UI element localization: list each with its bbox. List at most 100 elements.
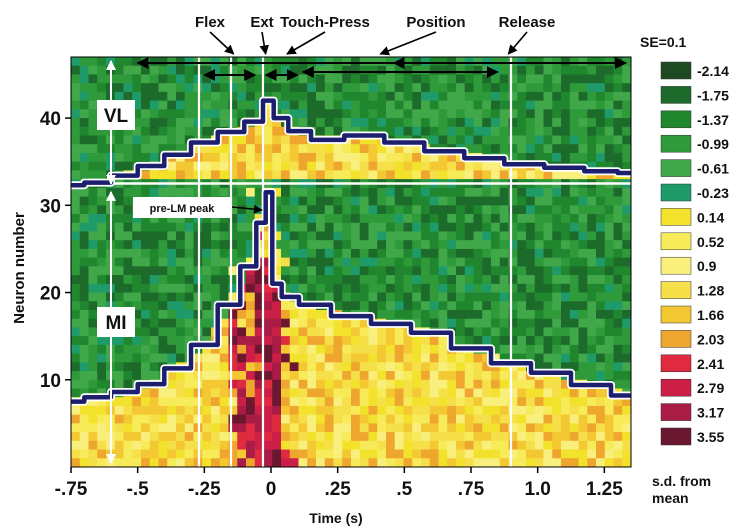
legend-swatch bbox=[660, 354, 692, 373]
heatmap-cell bbox=[596, 327, 606, 337]
heatmap-cell bbox=[79, 327, 89, 337]
heatmap-cell bbox=[324, 397, 334, 407]
heatmap-cell bbox=[561, 135, 571, 145]
heatmap-cell bbox=[324, 100, 334, 110]
heatmap-cell bbox=[456, 379, 466, 389]
heatmap-cell bbox=[123, 231, 133, 241]
heatmap-cell bbox=[412, 292, 422, 302]
heatmap-cell bbox=[246, 100, 256, 110]
heatmap-cell bbox=[202, 100, 212, 110]
heatmap-cell bbox=[517, 432, 527, 442]
heatmap-cell bbox=[228, 371, 238, 381]
heatmap-cell bbox=[596, 91, 606, 102]
heatmap-cell bbox=[482, 222, 492, 232]
heatmap-cell bbox=[351, 344, 361, 354]
heatmap-cell bbox=[71, 283, 81, 293]
heatmap-cell bbox=[211, 353, 221, 363]
heatmap-cell bbox=[561, 301, 571, 311]
heatmap-cell bbox=[464, 371, 474, 381]
heatmap-cell bbox=[132, 83, 142, 93]
heatmap-cell bbox=[447, 371, 457, 381]
heatmap-cell bbox=[158, 248, 168, 259]
heatmap-cell bbox=[97, 74, 107, 84]
heatmap-cell bbox=[438, 118, 448, 128]
heatmap-cell bbox=[141, 248, 151, 259]
heatmap-cell bbox=[569, 65, 579, 75]
heatmap-cell bbox=[114, 257, 124, 267]
heatmap-cell bbox=[254, 327, 264, 337]
heatmap-cell bbox=[499, 405, 509, 416]
heatmap-cell bbox=[499, 126, 509, 136]
heatmap-cell bbox=[596, 126, 606, 136]
heatmap-cell bbox=[263, 248, 273, 259]
heatmap-cell bbox=[237, 135, 247, 145]
heatmap-cell bbox=[587, 196, 597, 206]
heatmap-cell bbox=[359, 318, 369, 328]
heatmap-cell bbox=[482, 292, 492, 302]
heatmap-cells bbox=[71, 57, 631, 467]
heatmap-cell bbox=[351, 405, 361, 416]
heatmap-cell bbox=[534, 432, 544, 442]
heatmap-cell bbox=[552, 283, 562, 293]
heatmap-cell bbox=[184, 292, 194, 302]
heatmap-cell bbox=[482, 458, 492, 467]
heatmap-cell bbox=[482, 449, 492, 459]
heatmap-cell bbox=[307, 187, 317, 197]
heatmap-cell bbox=[421, 405, 431, 416]
heatmap-cell bbox=[71, 91, 81, 102]
heatmap-cell bbox=[587, 91, 597, 102]
heatmap-cell bbox=[123, 205, 133, 215]
heatmap-cell bbox=[342, 318, 352, 328]
heatmap-cell bbox=[71, 301, 81, 311]
heatmap-cell bbox=[517, 440, 527, 450]
heatmap-cell bbox=[88, 57, 98, 67]
heatmap-cell bbox=[412, 353, 422, 363]
heatmap-cell bbox=[412, 309, 422, 320]
heatmap-cell bbox=[342, 379, 352, 389]
heatmap-cell bbox=[289, 118, 299, 128]
heatmap-cell bbox=[289, 152, 299, 163]
heatmap-cell bbox=[333, 161, 343, 171]
heatmap-cell bbox=[79, 371, 89, 381]
population-traces bbox=[71, 96, 631, 406]
heatmap-cell bbox=[377, 152, 387, 163]
heatmap-cell bbox=[534, 65, 544, 75]
heatmap-cell bbox=[289, 109, 299, 119]
heatmap-cell bbox=[534, 187, 544, 197]
heatmap-cell bbox=[351, 449, 361, 459]
heatmap-cell bbox=[482, 379, 492, 389]
legend-swatch bbox=[660, 159, 692, 177]
heatmap-cell bbox=[316, 405, 326, 416]
heatmap-cell bbox=[219, 388, 229, 398]
heatmap-cell bbox=[71, 170, 81, 180]
heatmap-cell bbox=[342, 214, 352, 224]
heatmap-cell bbox=[289, 144, 299, 154]
heatmap-cell bbox=[596, 423, 606, 433]
heatmap-cell bbox=[543, 318, 553, 328]
heatmap-cell bbox=[176, 266, 186, 276]
heatmap-cell bbox=[534, 275, 544, 285]
legend-label: 1.28 bbox=[697, 283, 724, 299]
heatmap-cell bbox=[167, 266, 177, 276]
heatmap-cell bbox=[316, 275, 326, 285]
heatmap-cell bbox=[491, 292, 501, 302]
heatmap-cell bbox=[491, 309, 501, 320]
heatmap-cell bbox=[421, 266, 431, 276]
heatmap-cell bbox=[412, 161, 422, 171]
heatmap-cell bbox=[429, 292, 439, 302]
heatmap-cell bbox=[324, 423, 334, 433]
heatmap-cell bbox=[263, 231, 273, 241]
heatmap-cell bbox=[368, 152, 378, 163]
heatmap-cell bbox=[71, 336, 81, 346]
heatmap-cell bbox=[298, 240, 308, 250]
heatmap-cell bbox=[289, 362, 299, 372]
heatmap-cell bbox=[351, 266, 361, 276]
heatmap-cell bbox=[587, 266, 597, 276]
heatmap-cell bbox=[219, 152, 229, 163]
heatmap-cell bbox=[394, 432, 404, 442]
heatmap-cell bbox=[351, 187, 361, 197]
heatmap-cell bbox=[141, 57, 151, 67]
heatmap-cell bbox=[464, 222, 474, 232]
heatmap-cell bbox=[246, 257, 256, 267]
heatmap-cell bbox=[604, 65, 614, 75]
